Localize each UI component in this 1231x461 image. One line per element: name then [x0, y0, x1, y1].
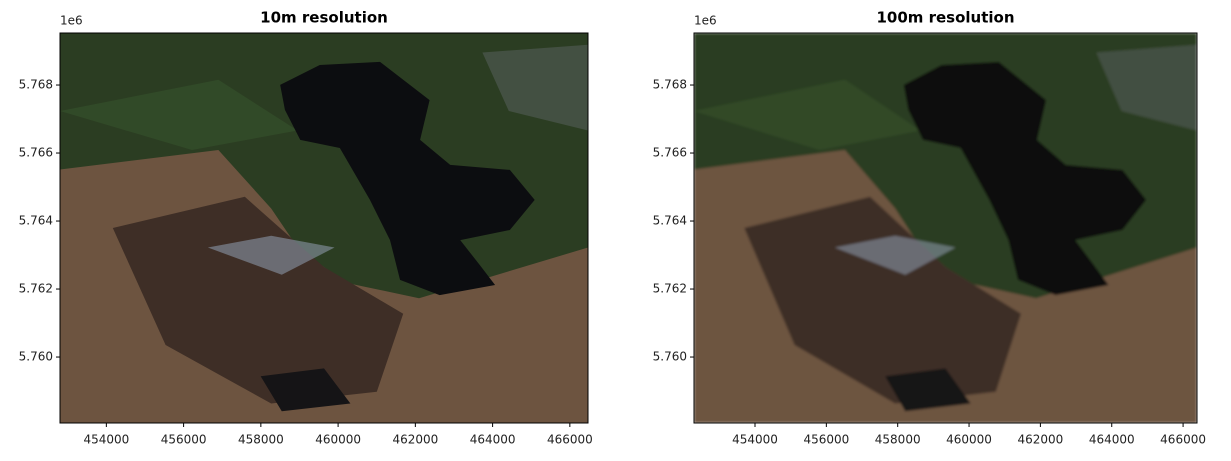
y-tick-label: 5.766	[653, 146, 687, 160]
x-tick-label: 464000	[470, 433, 516, 447]
axes-frame	[693, 32, 1198, 424]
y-tick-label: 5.762	[19, 282, 53, 296]
y-tick-label: 5.760	[653, 350, 687, 364]
x-tick-label: 460000	[315, 433, 361, 447]
y-tick-label: 5.768	[653, 78, 687, 92]
x-tick-label: 466000	[1160, 433, 1206, 447]
x-tick-label: 454000	[732, 433, 778, 447]
x-tick-label: 462000	[1017, 433, 1063, 447]
axis-offset-label: 1e6	[694, 14, 717, 28]
y-tick-label: 5.764	[653, 214, 687, 228]
chart-title: 10m resolution	[260, 9, 388, 27]
y-tick-label: 5.762	[653, 282, 687, 296]
x-tick-label: 464000	[1089, 433, 1135, 447]
axis-offset-label: 1e6	[60, 14, 83, 28]
x-tick-label: 458000	[238, 433, 284, 447]
y-tick-label: 5.768	[19, 78, 53, 92]
x-tick-label: 458000	[875, 433, 921, 447]
axes-frame	[59, 32, 589, 424]
x-tick-label: 462000	[392, 433, 438, 447]
y-tick-label: 5.760	[19, 350, 53, 364]
x-tick-label: 466000	[547, 433, 593, 447]
x-tick-label: 456000	[803, 433, 849, 447]
chart-title: 100m resolution	[876, 9, 1014, 27]
x-tick-label: 454000	[83, 433, 129, 447]
satellite-image	[694, 33, 1197, 423]
satellite-image	[60, 33, 588, 423]
x-tick-label: 460000	[946, 433, 992, 447]
x-tick-label: 456000	[161, 433, 207, 447]
y-tick-label: 5.766	[19, 146, 53, 160]
y-tick-label: 5.764	[19, 214, 53, 228]
